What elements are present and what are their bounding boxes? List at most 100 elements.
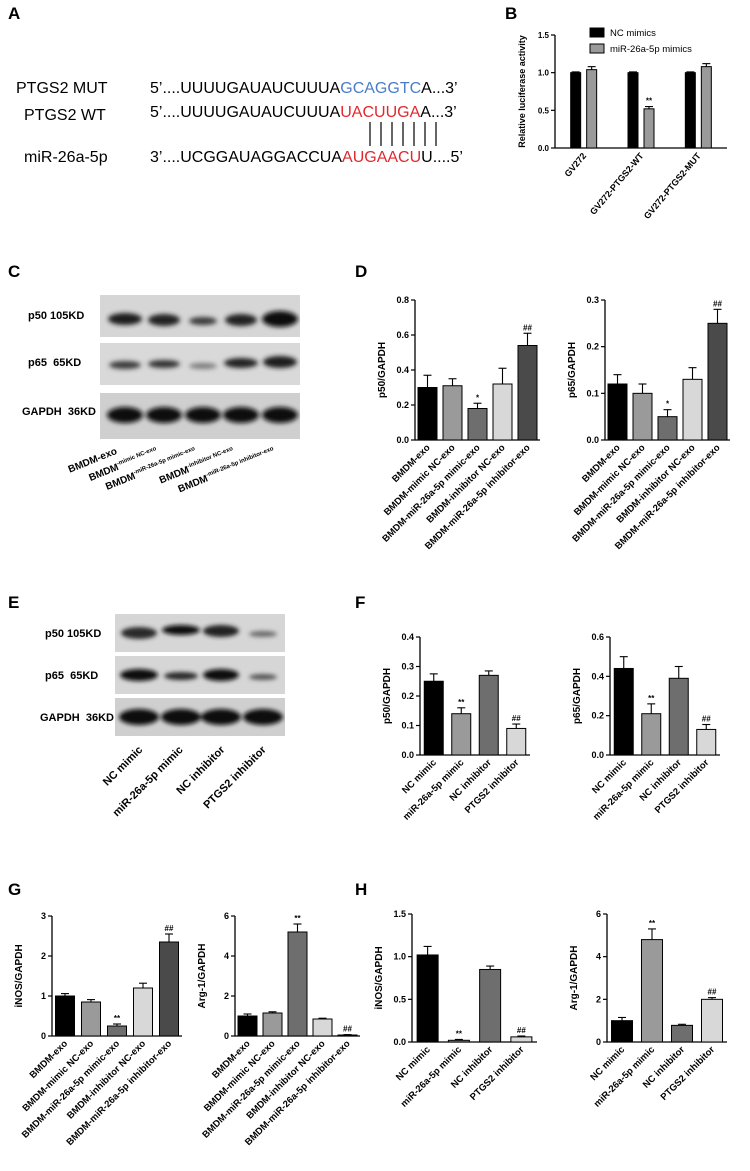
y-tick-label: 0.8 (396, 295, 409, 305)
panel-letter-h: H (355, 880, 368, 899)
blot-e-p65-name: p65 (45, 670, 64, 682)
seq-label-mut: PTGS2 MUT (16, 80, 108, 97)
y-tick-label: 2 (224, 991, 229, 1001)
y-tick-label: 0.0 (393, 1037, 406, 1047)
y-tick-label: 0.2 (591, 711, 604, 721)
bar (586, 69, 598, 149)
significance-label: ## (165, 924, 174, 933)
blot-c-p50-name: p50 (28, 310, 47, 322)
y-tick-label: 4 (224, 951, 229, 961)
bar (517, 345, 538, 441)
blot-e-label-gapdh: GAPDH 36KD (40, 712, 114, 724)
bar (506, 727, 527, 756)
bar (643, 108, 655, 149)
significance-label: ## (523, 323, 532, 332)
panel-letter-e: E (8, 593, 20, 612)
bar (442, 385, 463, 441)
y-tick-label: 6 (224, 911, 229, 921)
blot-c-gapdh-size: 36KD (67, 406, 96, 418)
bar (611, 1020, 633, 1043)
bar (613, 667, 634, 756)
blot-e-lane-2: miR-26a-5p mimic (110, 744, 186, 820)
bar (107, 1025, 127, 1037)
significance-label: ## (517, 1026, 526, 1035)
y-tick-label: 0.0 (396, 435, 409, 445)
y-tick-label: 0.4 (591, 671, 604, 681)
blot-c-p65-size: 65KD (53, 357, 82, 369)
significance-label: ** (114, 1014, 121, 1023)
blot-c-label-p65: p65 65KD (28, 357, 81, 369)
y-tick-label: 0.6 (591, 632, 604, 642)
y-tick-label: 4 (596, 952, 601, 962)
significance-label: ## (343, 1025, 352, 1034)
panel-letter-f: F (355, 593, 366, 612)
y-tick-label: 1 (41, 991, 46, 1001)
y-axis-label: Arg-1/GAPDH (197, 943, 208, 1008)
bar (641, 939, 663, 1043)
bar (707, 322, 728, 441)
seq-wt-site: UACUUGA (340, 104, 421, 121)
y-tick-label: 0.2 (401, 691, 414, 701)
significance-label: ## (713, 299, 722, 308)
blot-e-p65-size: 65KD (70, 670, 99, 682)
significance-label: * (666, 400, 670, 409)
bar (467, 408, 488, 441)
y-tick-label: 0 (596, 1037, 601, 1047)
x-tick-label: BMDM-miR-26a-5p mimic-exo (380, 442, 482, 544)
legend-label: miR-26a-5p mimics (610, 44, 692, 55)
bar (55, 995, 75, 1037)
bar (159, 941, 179, 1037)
y-axis-label: Relative luciferase activity (517, 35, 527, 148)
y-tick-label: 0.2 (396, 400, 409, 410)
bar (416, 954, 439, 1043)
y-tick-label: 6 (596, 909, 601, 919)
y-tick-label: 1.0 (538, 69, 550, 78)
bar (133, 987, 153, 1037)
blot-e-p50-size: 105KD (67, 628, 102, 640)
y-tick-label: 1.5 (538, 31, 550, 40)
bar (262, 1012, 283, 1037)
significance-label: ## (708, 988, 717, 997)
pairing-lines (369, 122, 437, 146)
bar (627, 72, 639, 149)
bar (632, 392, 653, 441)
seq-label-wt: PTGS2 WT (24, 107, 106, 124)
bar (657, 416, 678, 441)
bar (337, 1034, 358, 1037)
y-axis-label: p65/GAPDH (567, 342, 578, 398)
seq-mir: 3’....UCGGAUAGGACCUAAUGAACUU....5’ (150, 149, 463, 167)
legend-swatch (589, 27, 605, 38)
legend-label: NC mimics (610, 28, 656, 39)
y-tick-label: 0.0 (586, 435, 599, 445)
seq-mir-site: AUGAACU (342, 149, 422, 166)
seq-mir-suffix: U....5’ (421, 149, 463, 166)
significance-label: * (476, 393, 480, 402)
y-tick-label: 2 (596, 994, 601, 1004)
x-tick-label: BMDM-miR-26a-5p mimic-exo (20, 1038, 122, 1140)
seq-mut-prefix: 5’....UUUUGAUAUCUUUA (150, 80, 341, 97)
blot-e-gapdh-size: 36KD (85, 712, 114, 724)
bar (668, 677, 689, 756)
bar (492, 383, 513, 441)
x-tick-label: GV272-PTGS2-WT (588, 150, 646, 216)
seq-label-mir: miR-26a-5p (24, 149, 108, 166)
x-tick-label: BMDM-miR-26a-5p mimic-exo (200, 1038, 302, 1140)
bar (447, 1039, 470, 1043)
y-tick-label: 0.1 (586, 388, 599, 398)
blot-c-gapdh-name: GAPDH (22, 406, 62, 418)
y-tick-label: 1.0 (393, 952, 406, 962)
y-axis-label: p50/GAPDH (382, 668, 393, 724)
legend-swatch (589, 43, 605, 54)
seq-mir-prefix: 3’....UCGGAUAGGACCUA (150, 149, 343, 166)
y-tick-label: 0.0 (538, 144, 550, 153)
bar (312, 1018, 333, 1037)
significance-label: ** (458, 698, 465, 707)
panel-letter-c: C (8, 262, 21, 281)
blot-c-label-gapdh: GAPDH 36KD (22, 406, 96, 418)
y-tick-label: 0.1 (401, 721, 414, 731)
chart-d-p65: 0.00.10.20.3p65/GAPDH*##BMDM-exoBMDM-mim… (567, 295, 730, 552)
bar (696, 728, 717, 756)
